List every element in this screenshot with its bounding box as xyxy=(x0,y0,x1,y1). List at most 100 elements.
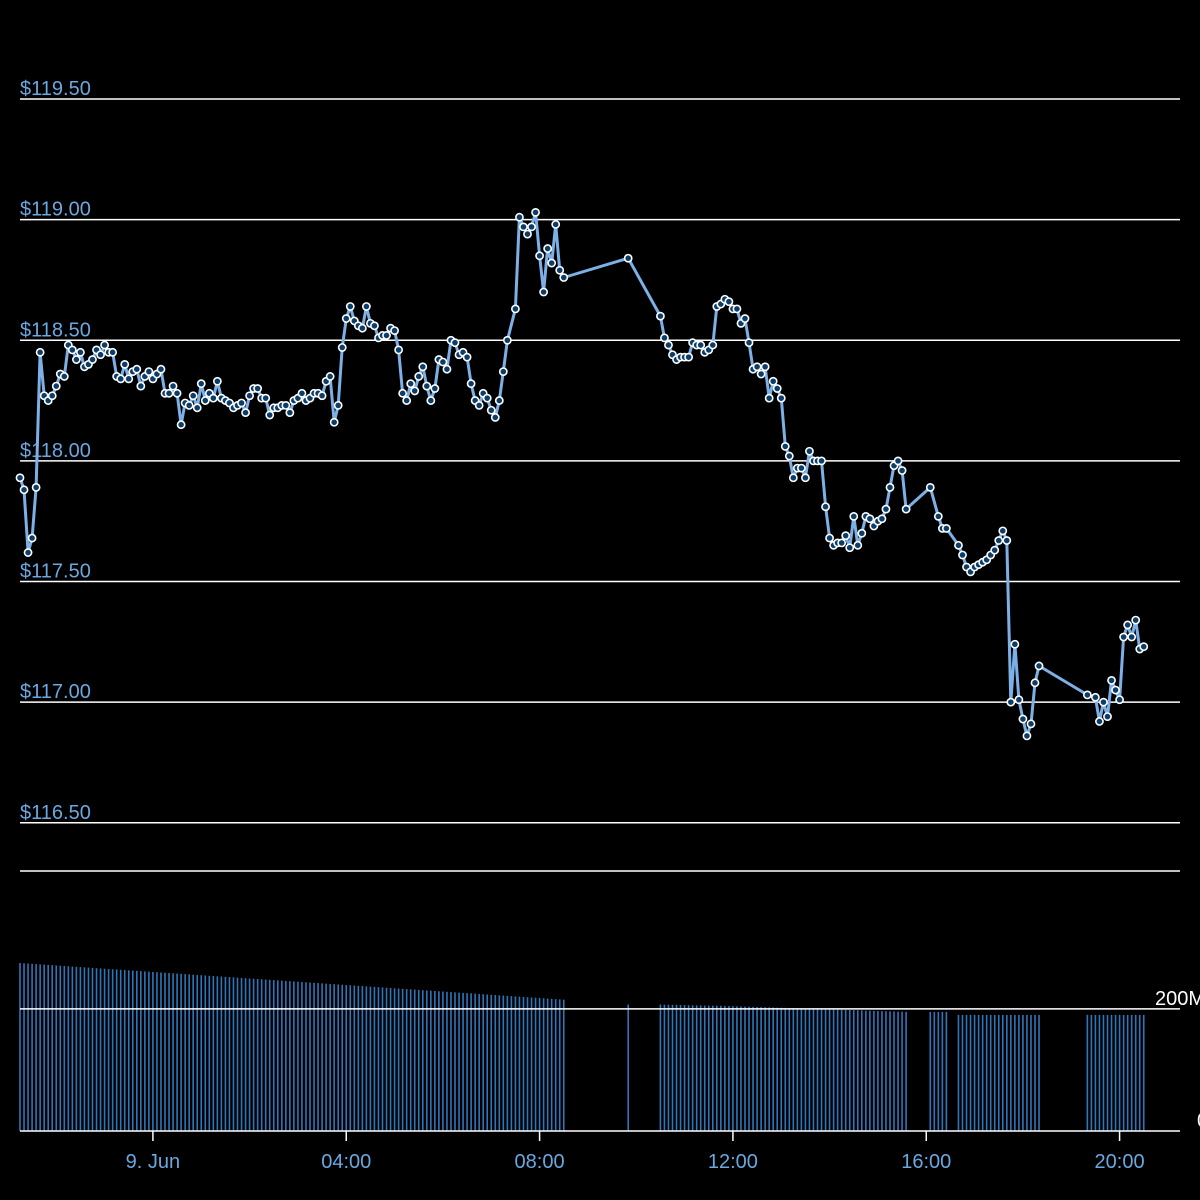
price-point xyxy=(772,384,782,393)
volume-bar xyxy=(732,1006,734,1131)
price-point xyxy=(784,451,794,461)
volume-bar xyxy=(812,1008,815,1131)
volume-bar xyxy=(454,992,456,1131)
volume-bar xyxy=(172,973,174,1131)
price-point xyxy=(100,340,109,350)
volume-bar xyxy=(409,989,412,1131)
volume-bar xyxy=(865,1010,867,1131)
price-point xyxy=(885,483,895,492)
volume-bar xyxy=(236,977,239,1131)
volume-bar xyxy=(893,1011,895,1131)
price-point xyxy=(345,302,355,311)
price-point xyxy=(116,374,126,384)
time-axis: 9. Jun 04:00 08:00 12:00 16:00 20:00 xyxy=(20,1130,1180,1173)
price-point xyxy=(559,273,569,282)
price-point xyxy=(841,531,851,541)
volume-bar xyxy=(421,990,424,1131)
price-point xyxy=(756,369,766,379)
volume-tick-label: 0 xyxy=(1197,1110,1200,1132)
price-point xyxy=(168,381,178,391)
volume-bar xyxy=(389,987,392,1131)
volume-bar xyxy=(514,996,517,1131)
volume-bar xyxy=(276,980,279,1131)
volume-bar xyxy=(184,974,186,1131)
volume-bar xyxy=(369,986,372,1131)
volume-bar xyxy=(188,974,190,1131)
volume-bar xyxy=(248,978,251,1131)
volume-bar xyxy=(788,1008,791,1131)
volume-bar xyxy=(840,1009,843,1131)
price-point xyxy=(933,511,943,521)
volume-bar xyxy=(695,1005,698,1131)
volume-bar xyxy=(478,993,480,1131)
price-point xyxy=(35,347,45,357)
volume-bar xyxy=(43,964,45,1131)
price-point xyxy=(96,350,105,360)
price-point xyxy=(482,393,492,403)
price-point xyxy=(502,335,512,345)
price-point xyxy=(394,345,404,355)
volume-bar xyxy=(373,986,376,1131)
price-point xyxy=(865,514,875,524)
price-point xyxy=(853,540,863,550)
volume-bar xyxy=(220,976,223,1131)
price-point xyxy=(732,304,742,314)
volume-bar xyxy=(317,983,319,1131)
time-tick-label: 20:00 xyxy=(1095,1151,1145,1173)
price-point xyxy=(402,396,412,405)
volume-bar xyxy=(558,999,561,1131)
price-point xyxy=(297,388,307,398)
price-point xyxy=(285,408,295,418)
volume-bar xyxy=(337,984,339,1131)
volume-bar xyxy=(268,979,271,1131)
price-point xyxy=(430,384,440,393)
price-point xyxy=(547,258,557,268)
volume-bar xyxy=(1142,1014,1145,1131)
volume-bar xyxy=(889,1011,891,1131)
volume-bar xyxy=(244,978,247,1131)
volume-bar xyxy=(442,991,444,1131)
price-point xyxy=(1010,639,1020,649)
price-point xyxy=(47,391,57,401)
volume-bar xyxy=(450,992,452,1131)
volume-bar xyxy=(989,1014,992,1131)
price-point xyxy=(901,504,911,514)
volume-bar xyxy=(47,964,49,1131)
volume-bar xyxy=(897,1011,899,1131)
price-point xyxy=(837,538,847,548)
price-point xyxy=(15,473,25,483)
volume-bar xyxy=(156,972,158,1131)
volume-bar xyxy=(192,974,194,1131)
time-tick-label: 04:00 xyxy=(321,1151,371,1173)
volume-bar xyxy=(297,981,299,1131)
volume-bar xyxy=(140,971,142,1131)
price-point xyxy=(31,483,41,492)
volume-bar xyxy=(1098,1014,1101,1131)
volume-bar xyxy=(748,1006,750,1131)
time-tick-label: 9. Jun xyxy=(126,1151,180,1173)
volume-bar xyxy=(397,988,400,1131)
volume-bar xyxy=(554,999,557,1131)
volume-bar xyxy=(808,1008,811,1131)
price-point xyxy=(144,367,154,377)
price-point xyxy=(241,408,250,418)
price-point xyxy=(357,323,367,333)
price-point xyxy=(88,355,97,364)
price-point xyxy=(418,362,428,372)
price-point xyxy=(660,333,669,343)
volume-bar xyxy=(816,1008,819,1131)
volume-bar xyxy=(438,991,440,1131)
price-point xyxy=(543,244,553,253)
price-point xyxy=(1014,695,1024,705)
price-point xyxy=(172,388,182,398)
volume-bar xyxy=(325,983,327,1131)
price-point xyxy=(184,400,194,410)
price-point xyxy=(708,340,718,350)
price-point xyxy=(760,362,770,372)
volume-bar xyxy=(679,1004,682,1131)
volume-bar xyxy=(39,964,41,1131)
price-point xyxy=(1115,695,1124,705)
price-point xyxy=(414,372,424,381)
price-point xyxy=(1034,661,1044,671)
volume-tick-label: 200M xyxy=(1155,988,1200,1010)
